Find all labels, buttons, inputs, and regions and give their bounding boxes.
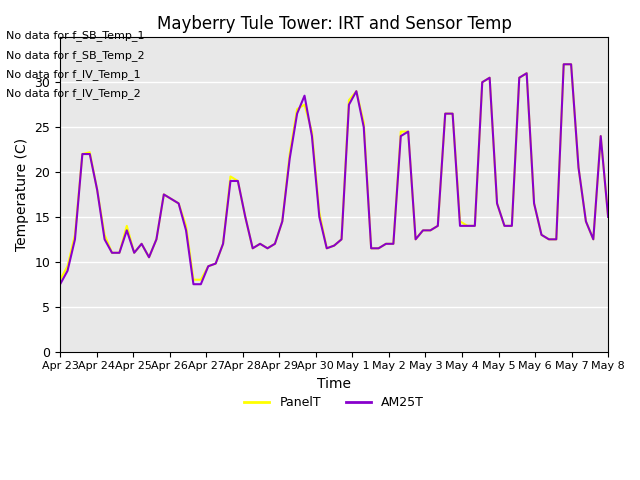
Text: No data for f_IV_Temp_1: No data for f_IV_Temp_1 — [6, 69, 141, 80]
X-axis label: Time: Time — [317, 377, 351, 391]
AM25T — [545, 237, 553, 242]
AM25T — [604, 214, 612, 220]
AM25T — [56, 281, 64, 287]
PanelT — [545, 237, 553, 242]
Line: PanelT: PanelT — [60, 64, 608, 280]
PanelT — [56, 277, 64, 283]
PanelT — [508, 223, 516, 229]
Text: No data for f_IV_Temp_2: No data for f_IV_Temp_2 — [6, 88, 141, 99]
Legend: PanelT, AM25T: PanelT, AM25T — [239, 391, 429, 414]
PanelT — [486, 75, 493, 81]
PanelT — [471, 223, 479, 229]
AM25T — [100, 237, 108, 242]
AM25T — [560, 61, 568, 67]
PanelT — [100, 232, 108, 238]
Text: No data for f_SB_Temp_1: No data for f_SB_Temp_1 — [6, 30, 145, 41]
AM25T — [508, 223, 516, 229]
PanelT — [560, 61, 568, 67]
AM25T — [471, 223, 479, 229]
Text: No data for f_SB_Temp_2: No data for f_SB_Temp_2 — [6, 49, 145, 60]
Title: Mayberry Tule Tower: IRT and Sensor Temp: Mayberry Tule Tower: IRT and Sensor Temp — [157, 15, 511, 33]
PanelT — [493, 201, 501, 206]
AM25T — [486, 75, 493, 81]
PanelT — [604, 214, 612, 220]
AM25T — [493, 201, 501, 206]
Y-axis label: Temperature (C): Temperature (C) — [15, 138, 29, 251]
Line: AM25T: AM25T — [60, 64, 608, 284]
